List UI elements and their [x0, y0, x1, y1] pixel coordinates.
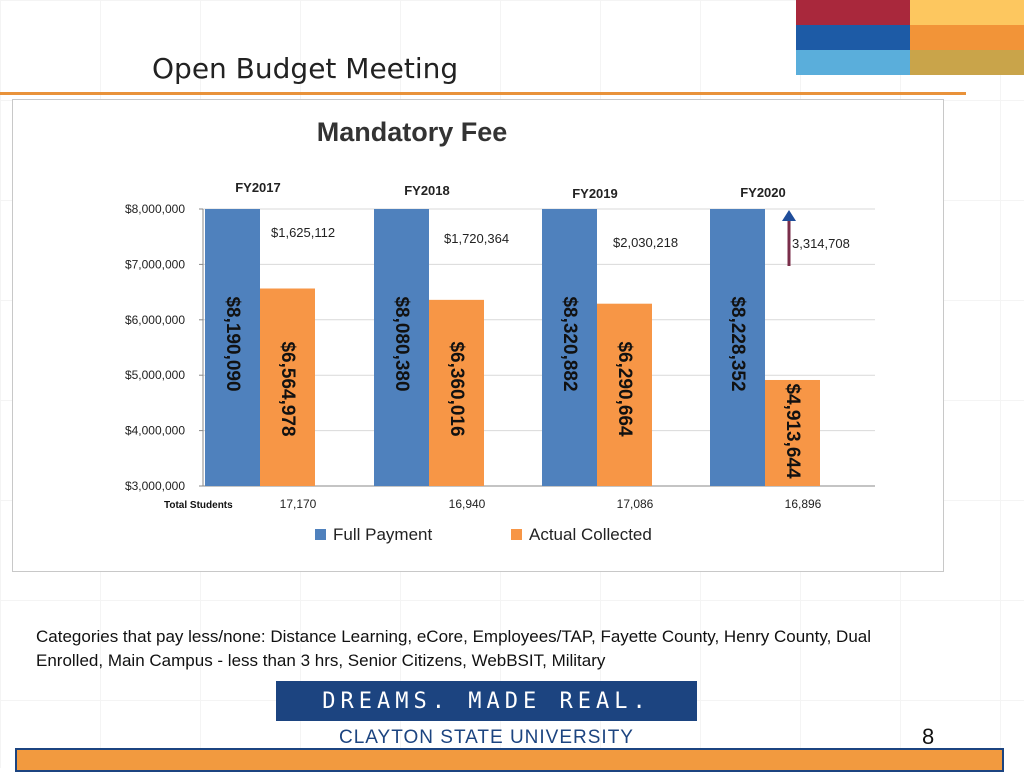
bar-full-payment: [374, 209, 429, 486]
difference-label: $1,720,364: [444, 231, 509, 246]
bar-value-label: $6,360,016: [446, 341, 467, 436]
legend-label: Actual Collected: [529, 525, 652, 544]
bar-value-label: $8,190,090: [222, 296, 243, 391]
bar-chart: Mandatory Fee $3,000,000 $4,000,000 $5,000,…: [125, 117, 875, 544]
difference-label: 3,314,708: [792, 236, 850, 251]
bar-value-label: $8,080,380: [391, 296, 412, 391]
bar-value-label: $6,290,664: [614, 341, 635, 437]
bar-full-payment: [542, 209, 597, 486]
logo-block-orange: [910, 25, 1024, 50]
y-tick-label: $5,000,000: [125, 368, 185, 382]
bar-full-payment: [205, 209, 260, 486]
logo-block-blue: [796, 25, 910, 50]
university-name: CLAYTON STATE UNIVERSITY: [339, 727, 634, 748]
increase-arrow-head: [782, 210, 796, 221]
logo-color-blocks: [796, 0, 1024, 75]
dreams-banner: DREAMS. MADE REAL.: [276, 681, 697, 721]
logo-block-yellow: [910, 0, 1024, 25]
logo-block-lightblue: [796, 50, 910, 75]
difference-label: $1,625,112: [271, 225, 335, 240]
legend-label: Full Payment: [333, 525, 432, 544]
bar-value-label: $8,228,352: [727, 296, 748, 391]
student-count: 17,170: [280, 497, 317, 511]
chart-frame: Mandatory Fee $3,000,000 $4,000,000 $5,000,…: [12, 99, 944, 572]
footer-bar: [15, 748, 1004, 772]
bar-value-label: $6,564,978: [277, 341, 298, 436]
bar-actual-collected: [765, 379, 820, 486]
slide-title: Open Budget Meeting: [152, 52, 459, 85]
y-tick-label: $3,000,000: [125, 479, 185, 493]
bar-actual-collected: [260, 288, 315, 486]
bar-actual-collected: [597, 303, 652, 486]
logo-block-gold: [910, 50, 1024, 75]
chart-title: Mandatory Fee: [317, 117, 508, 147]
category-label: FY2020: [740, 185, 786, 200]
legend-swatch: [315, 529, 326, 540]
y-tick-label: $7,000,000: [125, 257, 185, 271]
student-count: 16,896: [785, 497, 822, 511]
legend-swatch: [511, 529, 522, 540]
y-tick-label: $4,000,000: [125, 424, 185, 438]
banner-text: DREAMS. MADE REAL.: [322, 688, 651, 714]
bar-value-label: $4,913,644: [782, 383, 803, 479]
page-number: 8: [922, 724, 935, 749]
difference-label: $2,030,218: [613, 235, 678, 250]
logo-block-red: [796, 0, 910, 25]
student-count: 17,086: [617, 497, 654, 511]
student-count: 16,940: [449, 497, 486, 511]
category-label: FY2019: [572, 186, 618, 201]
y-tick-label: $6,000,000: [125, 313, 185, 327]
bar-value-label: $8,320,882: [559, 296, 580, 391]
students-label: Total Students: [164, 500, 233, 511]
bar-actual-collected: [429, 299, 484, 486]
category-label: FY2018: [404, 183, 450, 198]
bar-full-payment: [710, 209, 765, 486]
title-rule: [0, 92, 966, 95]
y-tick-label: $8,000,000: [125, 202, 185, 216]
category-label: FY2017: [235, 180, 281, 195]
caption-text: Categories that pay less/none: Distance …: [36, 627, 872, 670]
